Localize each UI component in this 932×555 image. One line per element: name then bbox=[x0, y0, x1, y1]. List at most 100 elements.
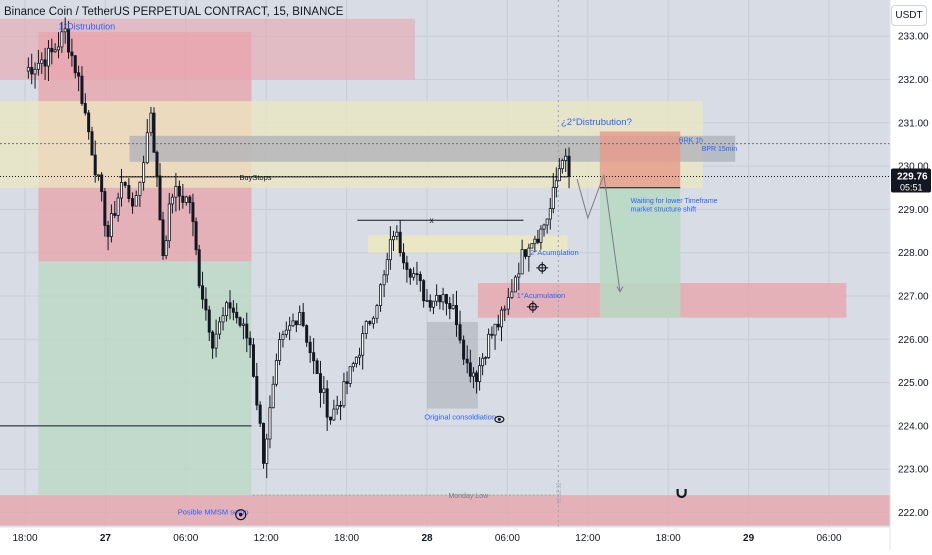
label-x: x bbox=[430, 216, 434, 225]
candle bbox=[364, 320, 368, 339]
candle-body bbox=[241, 323, 245, 326]
candle-body bbox=[152, 112, 156, 153]
candle bbox=[539, 225, 543, 250]
candle bbox=[412, 267, 416, 281]
zone-distribution-green bbox=[38, 261, 252, 496]
candle bbox=[451, 293, 455, 310]
candle bbox=[207, 305, 211, 342]
candle-body bbox=[520, 249, 524, 275]
candle-body bbox=[408, 269, 412, 278]
candle bbox=[158, 163, 162, 221]
candle-body bbox=[43, 59, 47, 67]
candle bbox=[251, 338, 255, 378]
candle bbox=[422, 279, 426, 308]
time-tick-label: 18:00 bbox=[12, 533, 37, 544]
candle bbox=[155, 150, 159, 187]
candle bbox=[53, 43, 57, 53]
candle bbox=[415, 261, 419, 285]
candle-body bbox=[536, 238, 540, 243]
price-tick-label: 223.00 bbox=[898, 465, 929, 476]
candle-body bbox=[481, 357, 485, 367]
price-tick-label: 231.00 bbox=[898, 118, 929, 129]
candle bbox=[388, 226, 392, 270]
candle-body bbox=[379, 284, 383, 307]
candle-body bbox=[490, 333, 494, 336]
candle bbox=[554, 167, 558, 198]
zone-yellow-mid bbox=[368, 235, 568, 253]
label-buystops: BuyStops bbox=[239, 173, 271, 182]
projection-arrow bbox=[616, 286, 624, 293]
candle bbox=[184, 195, 188, 206]
candle bbox=[542, 223, 546, 237]
candle-body bbox=[435, 294, 439, 302]
candle bbox=[96, 174, 100, 181]
candle bbox=[465, 345, 469, 374]
candle bbox=[248, 331, 252, 358]
candle-body bbox=[458, 324, 462, 341]
candle bbox=[271, 376, 275, 409]
label-waiting-1: Waiting for lower Timeframe bbox=[631, 198, 718, 205]
candle-body bbox=[57, 46, 61, 51]
candle-body bbox=[405, 262, 409, 270]
candle-body bbox=[278, 339, 282, 361]
candle bbox=[510, 279, 514, 300]
target-icon-outer bbox=[235, 509, 247, 521]
candle bbox=[484, 356, 488, 366]
candle-body bbox=[288, 325, 292, 331]
label-waiting-2: market structure shift bbox=[631, 207, 696, 214]
candle-body bbox=[527, 247, 531, 257]
candle-body bbox=[204, 298, 208, 311]
candle bbox=[36, 49, 40, 76]
candle bbox=[425, 288, 429, 302]
eye-icon bbox=[494, 415, 505, 424]
candle bbox=[481, 353, 485, 376]
candle bbox=[567, 147, 571, 189]
time-tick-label: 06:00 bbox=[173, 533, 198, 544]
candle bbox=[441, 287, 445, 311]
candle bbox=[262, 422, 266, 469]
candle-body bbox=[503, 308, 507, 311]
currency-button[interactable]: USDT bbox=[891, 5, 927, 26]
candle bbox=[228, 290, 232, 320]
candle-body bbox=[342, 381, 346, 407]
session-mark: 12:12:12 bbox=[556, 482, 562, 503]
candle bbox=[188, 194, 192, 214]
candle-body bbox=[402, 252, 406, 264]
candle bbox=[560, 158, 564, 174]
candle-body bbox=[197, 249, 201, 287]
candle bbox=[382, 270, 386, 298]
time-axis: 18:00 27 06:00 12:00 18:00 28 06:00 12:00 18:00 2… bbox=[0, 0, 891, 550]
candle bbox=[418, 271, 422, 292]
candles bbox=[26, 17, 571, 479]
candle-body bbox=[268, 407, 272, 440]
candle bbox=[127, 178, 131, 203]
candle bbox=[551, 173, 555, 214]
candle bbox=[265, 433, 269, 479]
candle-body bbox=[412, 273, 416, 278]
candle-body bbox=[50, 47, 54, 53]
candle-body bbox=[475, 372, 479, 382]
candle bbox=[77, 65, 81, 92]
candle bbox=[371, 316, 375, 329]
last-price-countdown: 05:51 bbox=[900, 182, 923, 192]
candle-body bbox=[155, 151, 159, 177]
candle-body bbox=[142, 162, 146, 183]
candle-body bbox=[238, 317, 242, 326]
candle bbox=[391, 230, 395, 251]
candle bbox=[50, 38, 54, 65]
candle bbox=[161, 211, 165, 260]
candle bbox=[351, 361, 355, 372]
candle bbox=[284, 321, 288, 338]
candle bbox=[305, 324, 309, 347]
candle-body bbox=[87, 112, 91, 133]
candle-body bbox=[36, 62, 40, 70]
label-accumulation-1: 1°Acumulation bbox=[517, 291, 565, 300]
candle-body bbox=[351, 363, 355, 368]
candle bbox=[462, 335, 466, 365]
candle bbox=[103, 188, 107, 237]
candle-body bbox=[312, 352, 316, 362]
candle-body bbox=[500, 309, 504, 328]
candle-body bbox=[530, 243, 534, 249]
candle-body bbox=[438, 294, 442, 303]
